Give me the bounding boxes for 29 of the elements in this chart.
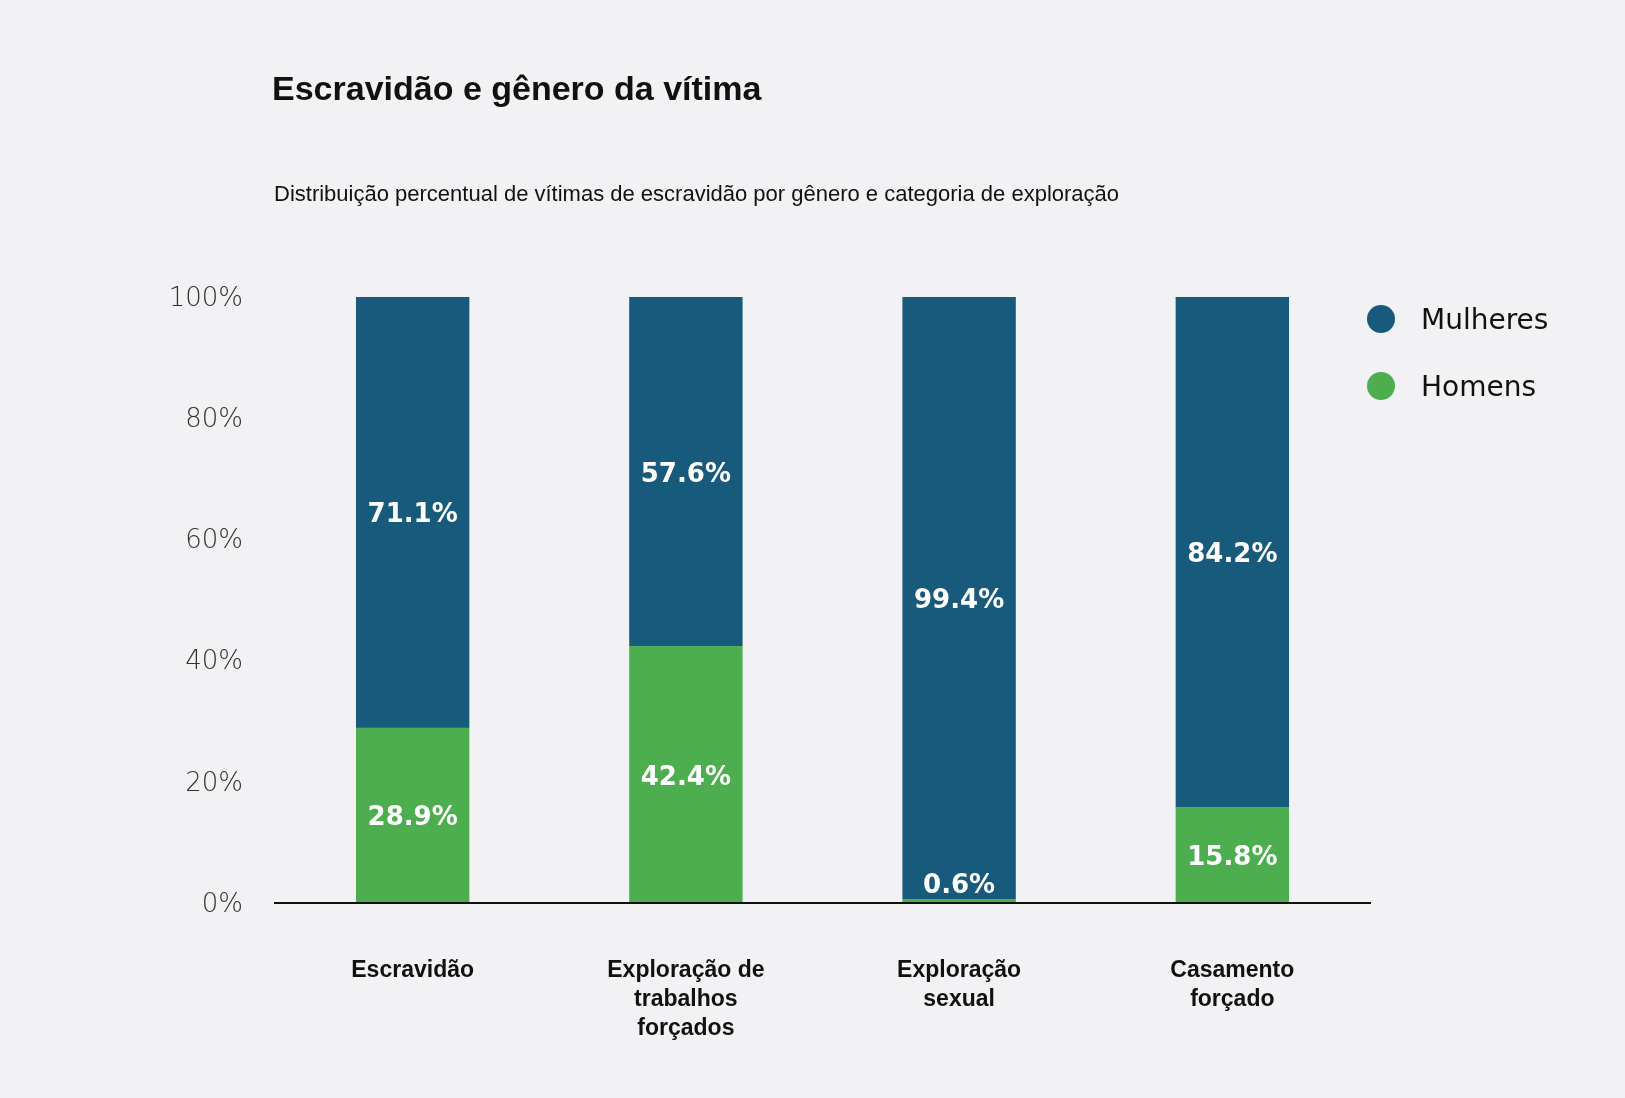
data-label: 42.4% [640,760,731,791]
y-tick-label: 40% [185,645,243,676]
data-label: 84.2% [1187,538,1278,569]
bar [1175,297,1290,808]
bar [902,297,1016,900]
x-tick-label: Exploração sexual [897,956,1022,1011]
y-tick-label: 0% [201,887,243,918]
chart-subtitle: Distribuição percentual de vítimas de escravidão por gênero e categoria de exploração [274,181,1120,206]
x-tick-label: Casamento forçado [1170,956,1295,1011]
chart-title: Escravidão e gênero da vítima [272,69,763,107]
x-tick-label: Escravidão [351,956,475,982]
data-label: 71.1% [367,498,458,529]
bar [355,727,470,903]
y-tick-label: 60% [185,524,243,555]
bar [629,646,743,903]
legend-label: Mulheres [1421,303,1549,336]
bar [355,297,470,728]
legend-label: Homens [1421,370,1537,403]
data-label: 0.6% [923,869,996,900]
data-label: 28.9% [367,801,458,832]
bar [1175,807,1290,903]
y-tick-label: 100% [168,281,243,312]
data-label: 99.4% [914,584,1005,615]
y-tick-label: 80% [185,403,243,434]
y-tick-label: 20% [185,766,243,797]
data-label: 57.6% [640,457,731,488]
bar [629,297,743,647]
data-label: 15.8% [1187,841,1278,872]
x-tick-label: Exploração de trabalhos forçados [607,956,765,1040]
